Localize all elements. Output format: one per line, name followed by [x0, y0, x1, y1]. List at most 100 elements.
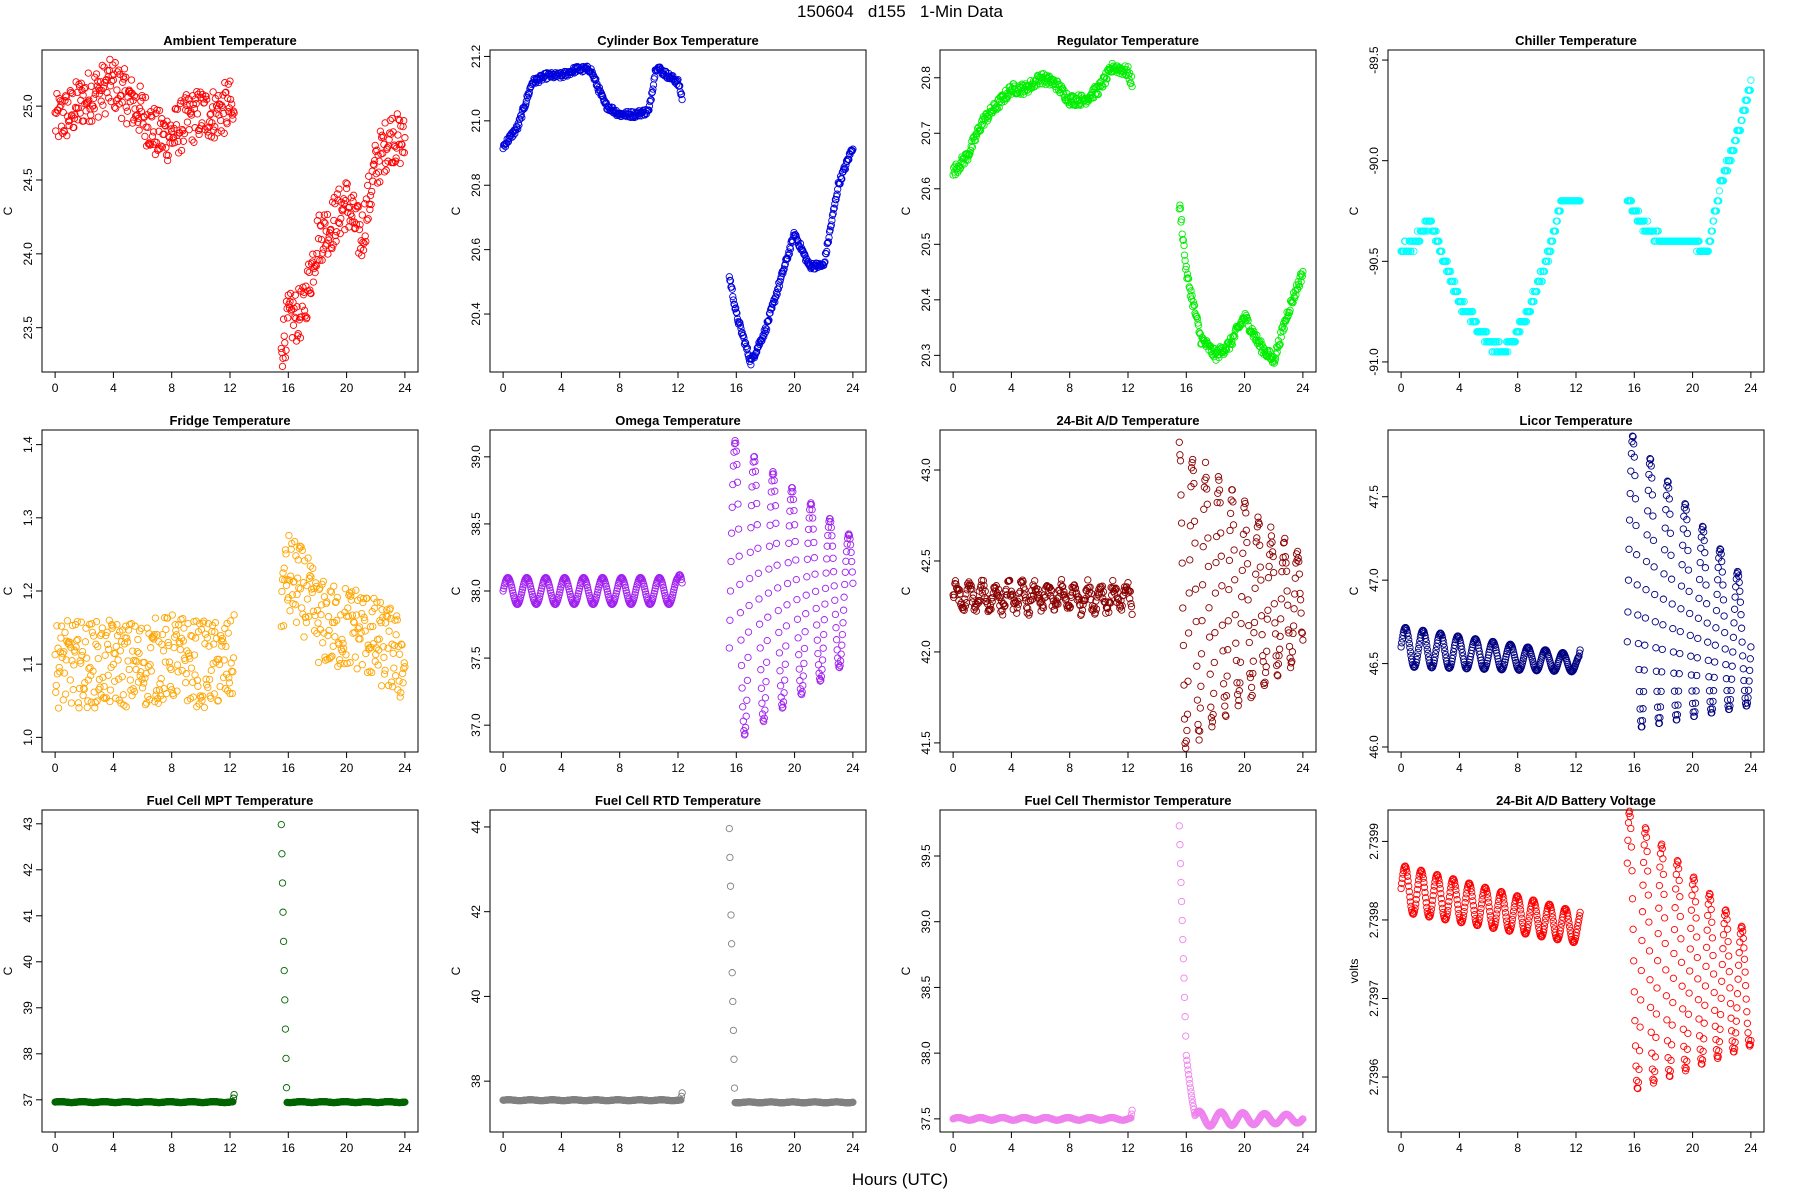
data-point — [326, 654, 334, 663]
data-point — [1295, 282, 1304, 291]
data-point — [752, 481, 760, 490]
data-point — [400, 149, 408, 157]
x-tick-label: 12 — [223, 761, 237, 775]
data-point — [753, 521, 761, 529]
data-point — [1277, 595, 1285, 603]
data-point — [220, 656, 228, 664]
data-point — [776, 682, 785, 690]
data-point — [328, 244, 336, 253]
data-point — [509, 589, 517, 597]
data-point — [1526, 307, 1535, 316]
x-tick-label: 0 — [1398, 761, 1405, 775]
data-point — [60, 127, 69, 136]
data-point — [1273, 348, 1281, 356]
data-point — [1210, 689, 1218, 698]
data-point — [1676, 627, 1684, 636]
data-point — [829, 209, 837, 218]
data-point — [54, 644, 62, 652]
data-point — [331, 598, 340, 607]
data-point — [87, 671, 95, 680]
data-point — [111, 59, 119, 67]
data-point — [228, 100, 236, 108]
data-point — [825, 233, 833, 242]
data-point — [824, 239, 832, 247]
data-point — [377, 619, 385, 627]
data-point — [1736, 126, 1745, 135]
data-point — [109, 660, 118, 669]
data-point — [101, 110, 109, 118]
data-point — [1694, 614, 1703, 622]
data-point — [128, 691, 136, 700]
data-point — [117, 91, 125, 100]
data-point — [729, 296, 738, 304]
data-point — [1695, 237, 1703, 245]
data-point — [1297, 609, 1305, 617]
data-point — [343, 180, 351, 188]
data-point — [398, 641, 406, 649]
data-point — [991, 104, 999, 113]
data-point — [1711, 641, 1719, 649]
data-point — [1624, 608, 1632, 616]
x-tick-label: 4 — [1456, 381, 1463, 395]
data-point — [1180, 681, 1188, 689]
data-point — [1634, 639, 1643, 648]
data-point — [120, 65, 129, 73]
data-point — [1272, 350, 1280, 358]
data-point — [514, 125, 522, 133]
data-point — [1103, 75, 1111, 83]
data-point — [1625, 545, 1633, 553]
data-point — [1715, 197, 1723, 205]
data-point — [1231, 611, 1239, 619]
data-point — [201, 640, 209, 648]
data-point — [279, 937, 288, 946]
data-point — [366, 667, 374, 675]
data-point — [122, 703, 130, 711]
data-point — [792, 556, 800, 564]
data-point — [794, 634, 802, 642]
data-point — [784, 559, 792, 567]
data-point — [1744, 686, 1753, 694]
x-tick-label: 12 — [671, 761, 685, 775]
x-tick-label: 0 — [1398, 381, 1405, 395]
data-point — [1299, 267, 1307, 276]
data-point — [1730, 619, 1738, 627]
data-point — [387, 130, 395, 138]
y-tick-label: 46.5 — [1367, 652, 1381, 676]
data-point — [1709, 217, 1718, 225]
data-point — [324, 631, 332, 640]
y-tick-label: 42 — [21, 863, 35, 877]
data-point — [379, 133, 387, 141]
data-point — [744, 628, 753, 636]
data-point — [678, 95, 686, 104]
x-tick-label: 16 — [730, 1141, 744, 1155]
data-point — [773, 290, 781, 298]
data-point — [228, 111, 236, 119]
data-point — [1657, 687, 1665, 696]
data-point — [764, 589, 773, 597]
data-point — [1640, 217, 1648, 225]
x-tick-label: 0 — [500, 381, 507, 395]
data-point — [134, 635, 142, 644]
data-point — [198, 119, 206, 127]
data-point — [1050, 606, 1059, 614]
data-point — [820, 630, 828, 639]
data-point — [152, 138, 161, 147]
data-point — [1736, 587, 1744, 595]
data-point — [1623, 638, 1631, 646]
data-point — [811, 587, 820, 596]
data-point — [306, 286, 314, 294]
y-axis-label: C — [1, 586, 15, 595]
data-point — [1222, 692, 1231, 700]
data-point — [822, 569, 830, 577]
point-series — [1397, 432, 1755, 731]
data-point — [1493, 338, 1501, 346]
data-point — [378, 606, 386, 614]
data-point — [1289, 629, 1297, 638]
data-point — [322, 227, 330, 235]
point-series — [51, 531, 409, 712]
data-point — [53, 622, 61, 630]
data-point — [1739, 652, 1747, 660]
x-tick-label: 20 — [1686, 381, 1700, 395]
data-point — [296, 334, 305, 342]
